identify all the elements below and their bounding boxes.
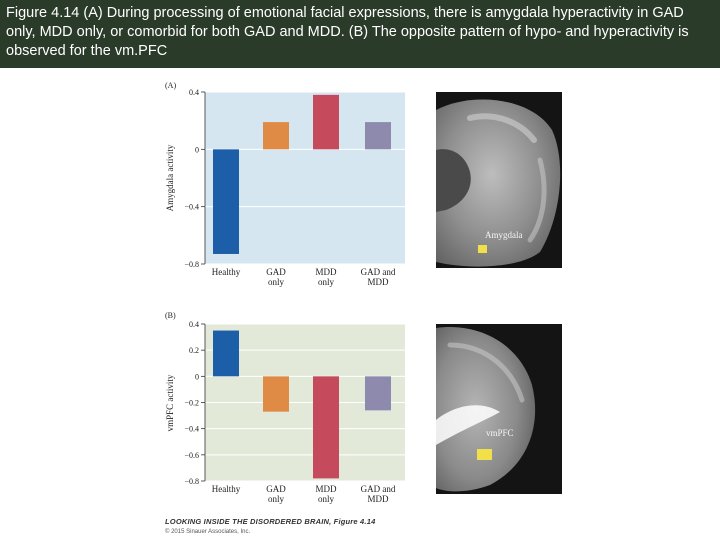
y-tick-label: 0.4 xyxy=(189,88,199,97)
panel-label-b: (B) xyxy=(165,311,176,320)
category-label: MDD xyxy=(367,494,389,504)
bar xyxy=(213,330,239,377)
y-tick-label: 0 xyxy=(195,145,199,154)
y-tick-label: −0.4 xyxy=(184,425,199,434)
category-label: GAD and xyxy=(361,267,396,277)
bar xyxy=(365,376,391,411)
y-tick-label: −0.4 xyxy=(184,203,199,212)
category-label: GAD and xyxy=(361,484,396,494)
bar xyxy=(313,94,339,150)
y-tick-label: 0.2 xyxy=(189,346,199,355)
y-tick-label: 0.4 xyxy=(189,320,199,329)
category-label: MDD xyxy=(315,484,337,494)
y-tick-label: −0.8 xyxy=(184,260,199,269)
y-axis-b: 0.4 0.2 0 −0.2 −0.4 −0.6 −0.8 xyxy=(184,320,206,486)
category-label: MDD xyxy=(367,277,389,287)
bar xyxy=(365,122,391,150)
bar xyxy=(263,122,289,150)
y-axis-label-a: Amygdala activity xyxy=(165,144,175,211)
y-tick-label: −0.8 xyxy=(184,477,199,486)
copyright-text: © 2015 Sinauer Associates, Inc. xyxy=(165,529,251,535)
bar xyxy=(313,376,339,479)
bars-b xyxy=(213,330,391,479)
category-label: only xyxy=(318,494,335,504)
y-axis-a: 0.4 0 −0.4 −0.8 xyxy=(184,88,206,269)
category-label: only xyxy=(268,494,285,504)
category-label: MDD xyxy=(315,267,337,277)
category-label: Healthy xyxy=(212,267,241,277)
y-tick-label: −0.6 xyxy=(184,451,199,460)
category-label: only xyxy=(318,277,335,287)
y-tick-label: −0.2 xyxy=(184,399,199,408)
figure-source-title: LOOKING INSIDE THE DISORDERED BRAIN, Fig… xyxy=(165,517,376,526)
bar xyxy=(263,376,289,412)
category-label: GAD xyxy=(266,484,286,494)
y-axis-label-b: vmPFC activity xyxy=(165,374,175,431)
bars-a xyxy=(213,94,391,254)
figure-caption: Figure 4.14 (A) During processing of emo… xyxy=(0,0,720,68)
category-label: GAD xyxy=(266,267,286,277)
y-tick-label: 0 xyxy=(195,372,199,381)
panel-label-a: (A) xyxy=(165,81,176,90)
bar xyxy=(213,149,239,254)
category-label: Healthy xyxy=(212,484,241,494)
category-label: only xyxy=(268,277,285,287)
